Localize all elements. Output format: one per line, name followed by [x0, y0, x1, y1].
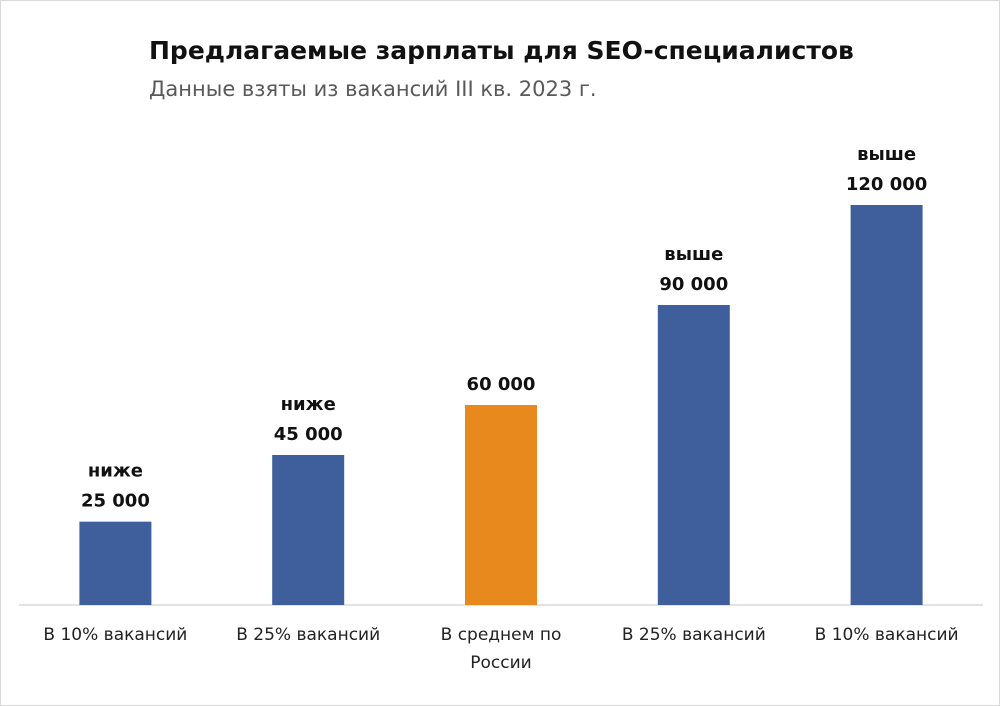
bar — [850, 205, 923, 605]
x-tick-label: В среднем по России — [440, 625, 562, 673]
chart-title: Предлагаемые зарплаты для SEO-специалист… — [149, 36, 854, 65]
data-label: 45 000 — [274, 424, 343, 445]
data-label-note: выше — [664, 244, 723, 265]
bar — [272, 455, 345, 605]
x-tick-label: В 10% вакансий — [814, 625, 959, 645]
data-label-note: ниже — [88, 461, 143, 482]
data-label: 60 000 — [467, 374, 536, 395]
data-label: 25 000 — [81, 491, 150, 512]
x-tick-label: В 25% вакансий — [236, 625, 381, 645]
bar — [657, 305, 730, 605]
bar — [465, 405, 537, 605]
x-tick-label: В 10% вакансий — [43, 625, 188, 645]
chart-subtitle: Данные взяты из вакансий III кв. 2023 г. — [149, 77, 597, 101]
data-label: 120 000 — [846, 174, 927, 195]
bar — [79, 521, 152, 605]
data-label-note: ниже — [281, 394, 336, 415]
x-tick-label: В 25% вакансий — [621, 625, 766, 645]
data-label-note: выше — [857, 144, 916, 165]
data-label: 90 000 — [659, 274, 728, 295]
